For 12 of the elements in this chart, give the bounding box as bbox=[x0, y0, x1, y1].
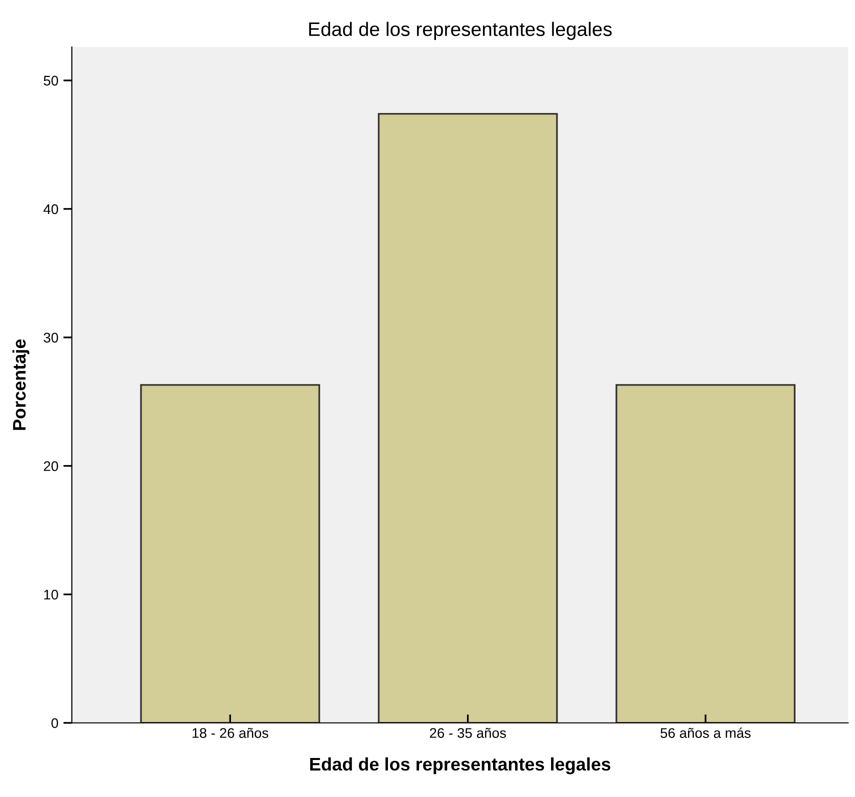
y-tick-label: 50 bbox=[44, 76, 58, 86]
x-axis-title: Edad de los representantes legales bbox=[310, 757, 610, 774]
y-tick-label: 10 bbox=[44, 590, 58, 600]
y-tick-label: 20 bbox=[44, 461, 58, 472]
chart-title: Edad de los representantes legales bbox=[309, 22, 612, 40]
x-tick-label: 18 - 26 años bbox=[192, 728, 268, 738]
x-tick-label: 56 años a más bbox=[660, 728, 751, 738]
x-tick-label: 26 - 35 años bbox=[430, 728, 506, 738]
y-axis-title: Porcentaje bbox=[12, 339, 30, 430]
y-tick-label: 40 bbox=[44, 204, 58, 214]
y-tick-label: 30 bbox=[44, 332, 58, 343]
y-tick-label: 0 bbox=[51, 718, 58, 728]
